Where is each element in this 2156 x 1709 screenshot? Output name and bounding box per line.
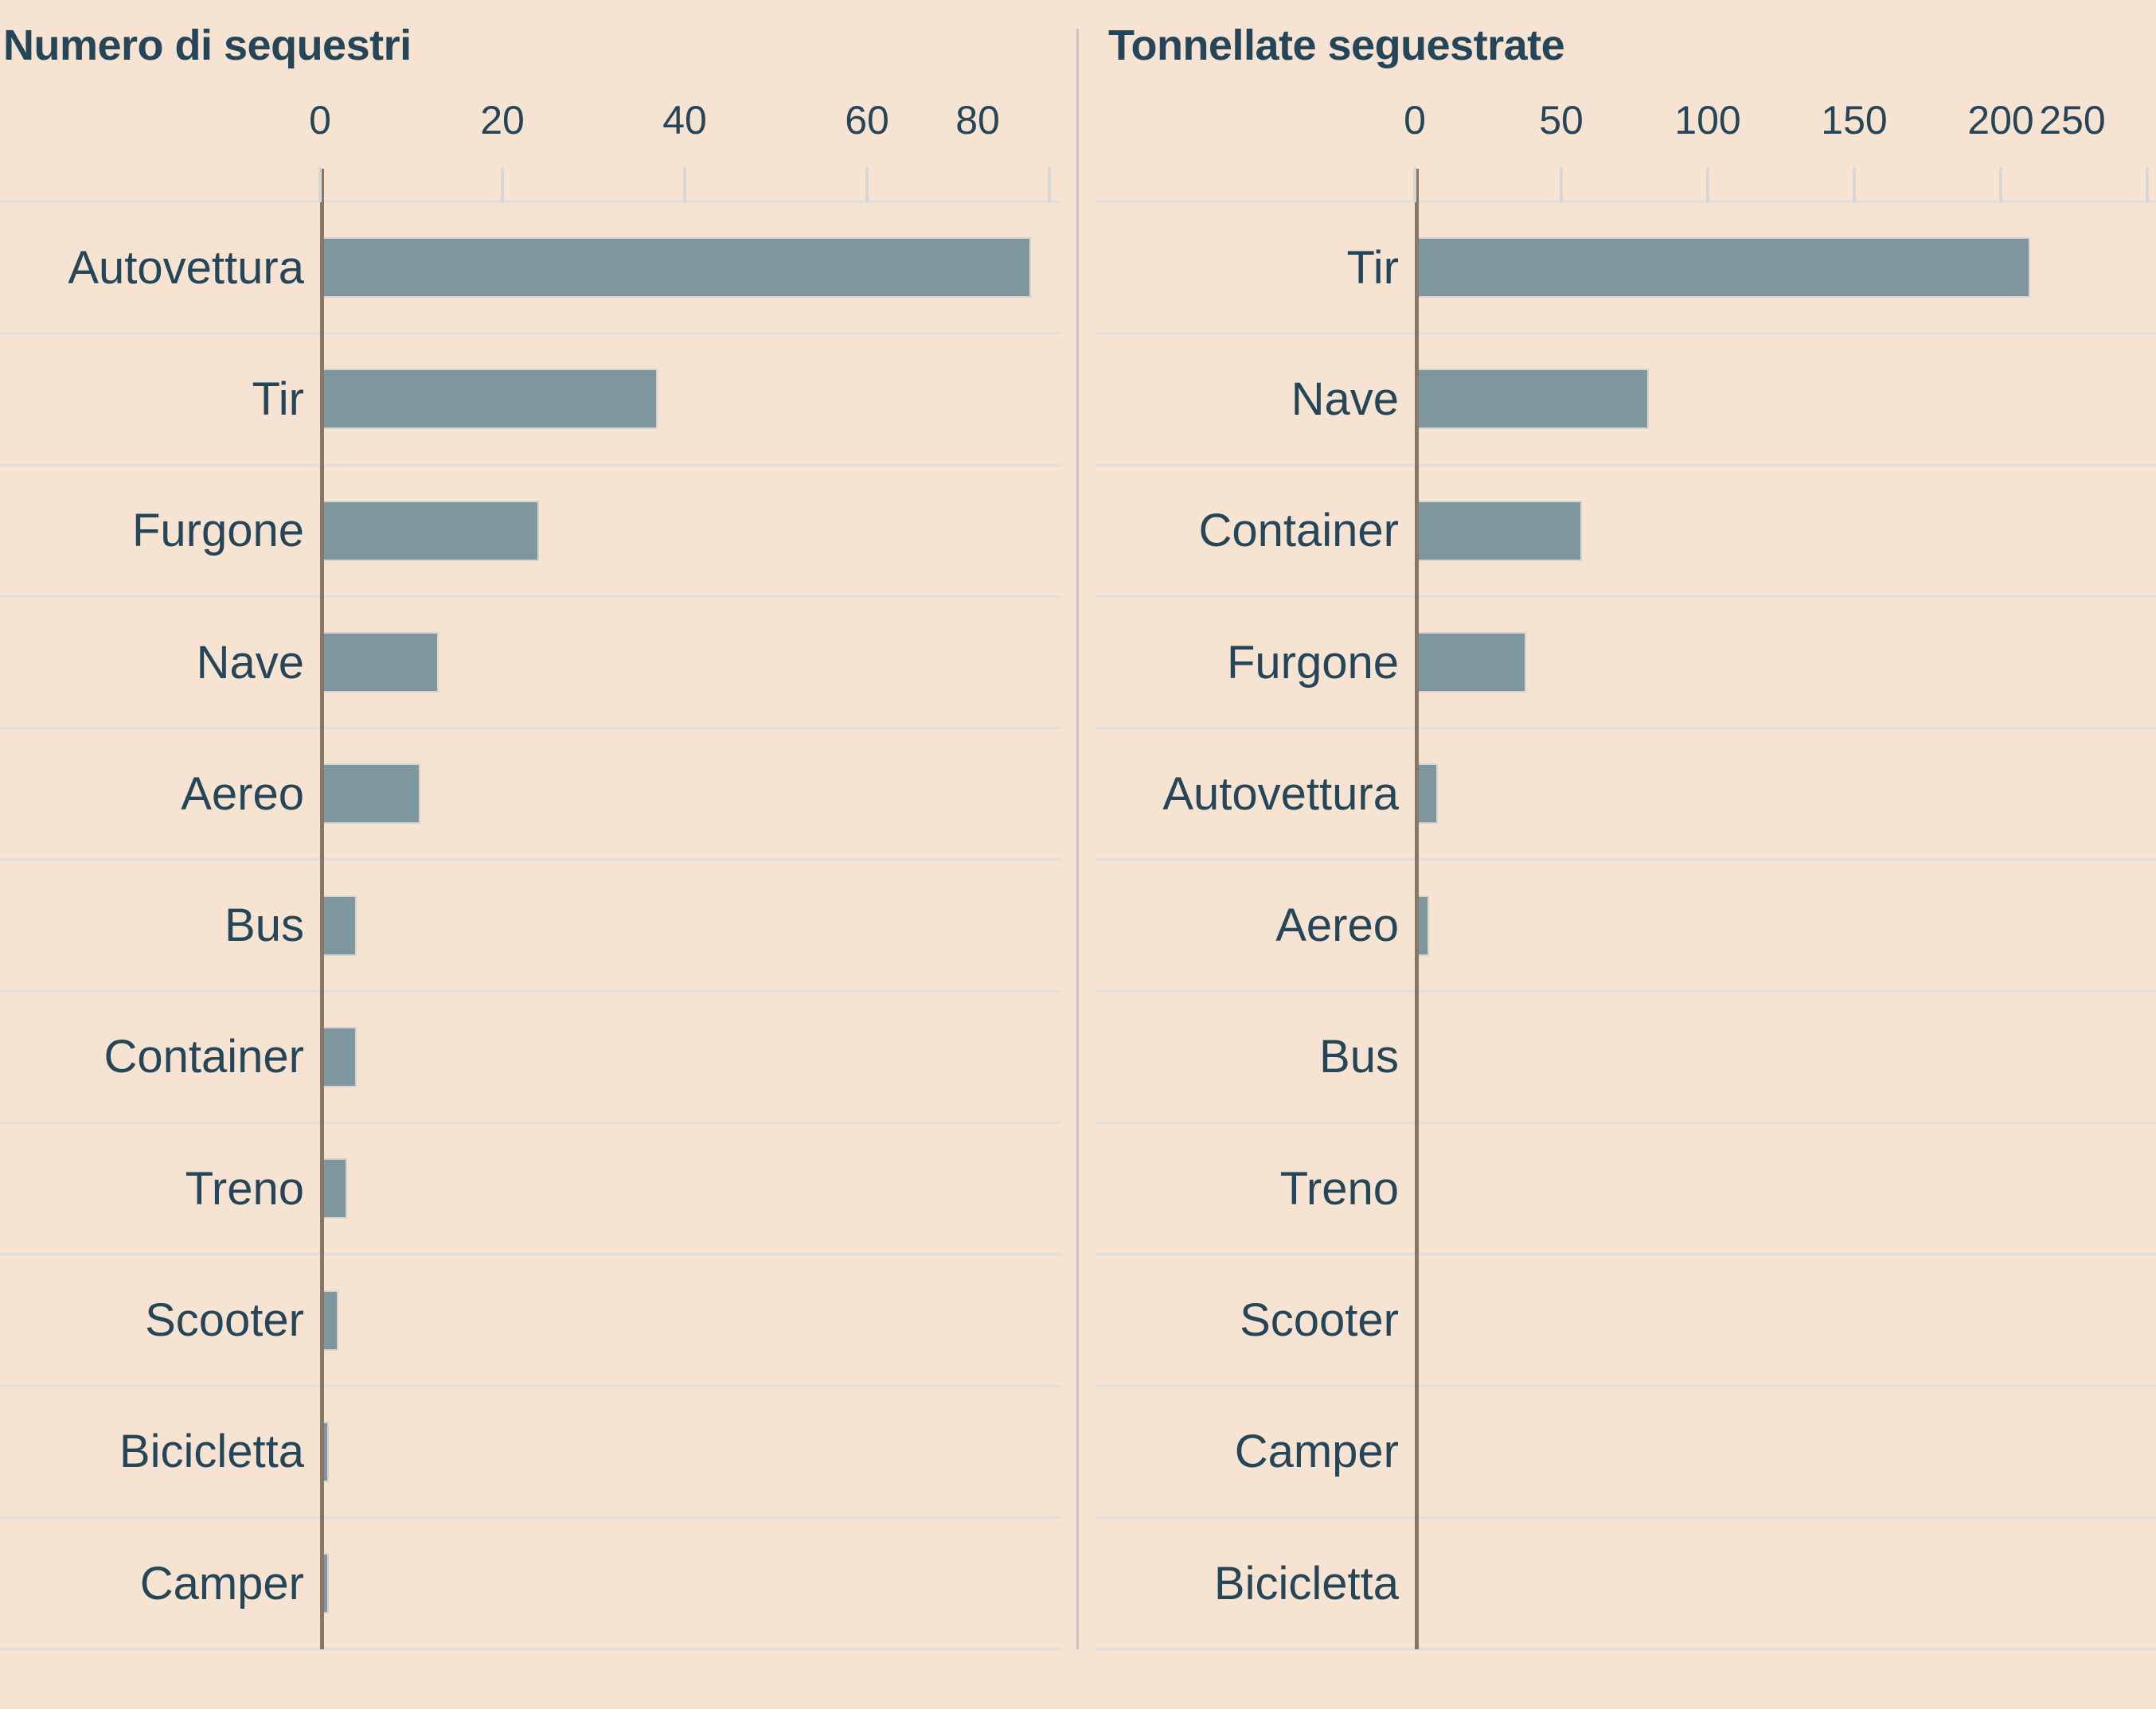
category-label: Furgone	[131, 505, 304, 557]
x-axis-tick-label: 0	[1404, 98, 1426, 142]
bar-furgone	[320, 500, 539, 561]
category-label: Tir	[252, 373, 304, 425]
chart-row: Bus	[1095, 993, 2156, 1125]
x-axis-tick-label: 200	[1967, 98, 2034, 142]
chart-title-left: Numero di sequestri	[3, 21, 412, 69]
chart-row: Bus	[0, 860, 1061, 993]
bar-tir	[1415, 237, 2030, 298]
bar-furgone	[1415, 632, 1526, 693]
chart-title-right: Tonnellate seguestrate	[1108, 21, 1565, 69]
category-label: Aereo	[1275, 899, 1399, 952]
chart-row: Aereo	[0, 729, 1061, 861]
chart-row: Camper	[0, 1519, 1061, 1651]
category-label: Furgone	[1226, 636, 1399, 689]
x-axis-tick-label: 80	[955, 98, 1000, 142]
panel-divider-line	[1076, 29, 1079, 1649]
chart-panel-seized-tons: Tonnellate seguestrate Tir Nave Container F…	[1095, 0, 2156, 1709]
zero-axis-line-left	[320, 169, 324, 1649]
chart-row: Scooter	[1095, 1255, 2156, 1387]
chart-panel-seizures-count: Numero di sequestri Autovettura Tir Furgon…	[0, 0, 1061, 1709]
chart-row: Nave	[0, 598, 1061, 730]
x-axis-tick-label: 100	[1674, 98, 1741, 142]
x-axis-tick-label: 40	[662, 98, 707, 142]
chart-row: Treno	[0, 1124, 1061, 1256]
x-axis-tick-label: 50	[1539, 98, 1584, 142]
bar-tir	[320, 369, 658, 430]
chart-row: Bicicletta	[1095, 1519, 2156, 1651]
chart-row: Scooter	[0, 1255, 1061, 1387]
category-label: Scooter	[1240, 1294, 1399, 1347]
chart-row: Furgone	[0, 466, 1061, 598]
category-label: Nave	[1291, 373, 1399, 425]
x-axis-tick-mark	[501, 167, 504, 202]
chart-rows-left: Autovettura Tir Furgone Nave Aereo Bus Contain…	[0, 201, 1061, 1651]
bar-nave	[320, 632, 439, 693]
category-label: Autovettura	[68, 241, 304, 294]
chart-row: Furgone	[1095, 598, 2156, 730]
x-axis-tick-label: 0	[309, 98, 331, 142]
chart-row: Nave	[1095, 334, 2156, 466]
x-axis-tick-label: 60	[845, 98, 889, 142]
chart-row: Autovettura	[0, 203, 1061, 335]
category-label: Bus	[1319, 1031, 1399, 1083]
category-label: Bicicletta	[119, 1426, 304, 1478]
x-axis-tick-mark	[1853, 167, 1856, 202]
chart-row: Container	[0, 993, 1061, 1125]
category-label: Nave	[196, 636, 304, 689]
x-axis-tick-mark	[1048, 167, 1051, 202]
x-axis-tick-mark	[1999, 167, 2002, 202]
zero-axis-line-right	[1415, 169, 1419, 1649]
chart-row: Treno	[1095, 1124, 2156, 1256]
x-axis-tick-label: 20	[480, 98, 525, 142]
category-label: Container	[1198, 505, 1399, 557]
chart-row: Camper	[1095, 1387, 2156, 1519]
x-axis-tick-mark	[683, 167, 686, 202]
category-label: Camper	[139, 1557, 304, 1610]
bar-bus	[320, 895, 357, 956]
chart-row: Tir	[1095, 203, 2156, 335]
category-label: Bicicletta	[1213, 1557, 1399, 1610]
category-label: Tir	[1346, 241, 1399, 294]
chart-row: Bicicletta	[0, 1387, 1061, 1519]
category-label: Container	[104, 1031, 304, 1083]
bar-autovettura	[320, 237, 1032, 298]
chart-row: Container	[1095, 466, 2156, 598]
bar-container	[320, 1026, 357, 1087]
x-axis-tick-mark	[1560, 167, 1563, 202]
x-axis-tick-mark	[1413, 167, 1416, 202]
category-label: Autovettura	[1162, 767, 1399, 820]
bar-treno	[320, 1158, 348, 1219]
chart-row: Aereo	[1095, 860, 2156, 993]
x-axis-tick-mark	[318, 167, 322, 202]
x-axis-tick-mark	[1706, 167, 1709, 202]
bar-aereo	[320, 763, 420, 825]
chart-row: Tir	[0, 334, 1061, 466]
category-label: Treno	[1279, 1162, 1399, 1215]
category-label: Camper	[1234, 1426, 1399, 1478]
x-axis-tick-label: 150	[1821, 98, 1888, 142]
bar-container	[1415, 500, 1582, 561]
category-label: Scooter	[145, 1294, 304, 1347]
chart-row: Autovettura	[1095, 729, 2156, 861]
category-label: Aereo	[181, 767, 304, 820]
chart-rows-right: Tir Nave Container Furgone Autovettura Aereo B…	[1095, 201, 2156, 1651]
x-axis-tick-mark	[865, 167, 869, 202]
category-label: Treno	[185, 1162, 304, 1215]
bar-nave	[1415, 369, 1650, 430]
x-axis-tick-mark	[2146, 167, 2149, 202]
x-axis-tick-label: 250	[2039, 98, 2106, 142]
category-label: Bus	[225, 899, 304, 952]
